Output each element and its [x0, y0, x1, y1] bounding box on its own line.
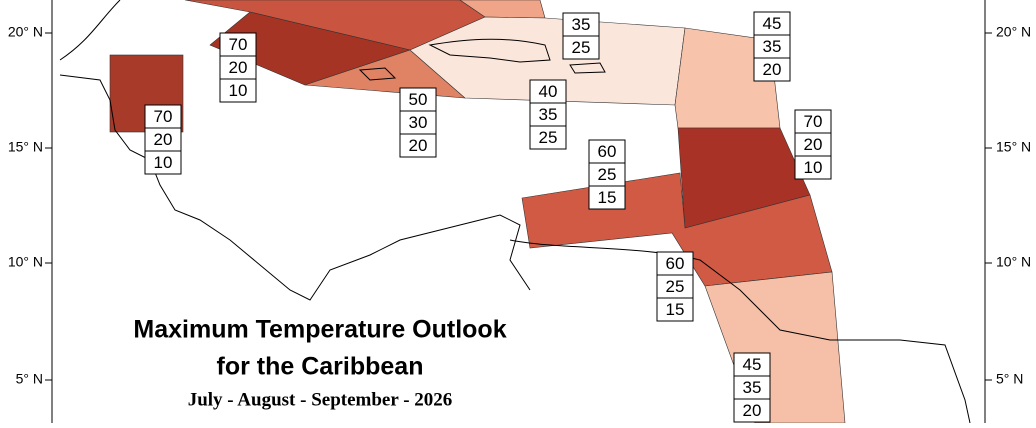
- prob-value: 25: [539, 128, 558, 147]
- prob-cell: [753, 57, 791, 82]
- prob-cell: [656, 297, 694, 322]
- prob-value: 35: [539, 105, 558, 124]
- prob-value: 35: [763, 37, 782, 56]
- prob-cell: [144, 150, 182, 175]
- prob-value: 40: [539, 82, 558, 101]
- coast: [358, 67, 397, 81]
- prob-value: 60: [598, 142, 617, 161]
- prob-value: 25: [666, 277, 685, 296]
- prob-cell: [588, 185, 626, 210]
- prob-value: 10: [804, 158, 823, 177]
- subtitle: for the Caribbean: [217, 353, 424, 381]
- lat-label: 15° N: [996, 139, 1031, 155]
- prob-value: 20: [409, 136, 428, 155]
- prob-value: 50: [409, 90, 428, 109]
- prob-value: 15: [598, 188, 617, 207]
- title: Maximum Temperature Outlook: [133, 316, 506, 344]
- prob-value: 70: [229, 35, 248, 54]
- labels: 20° N 15° N 10° N 5° N 20° N 15° N 10° N 5° N 35…: [8, 11, 1031, 423]
- prob-cell: [794, 155, 832, 180]
- prob-value: 35: [572, 15, 591, 34]
- prob-value: 20: [804, 135, 823, 154]
- coast: [59, 0, 531, 301]
- prob-value: 20: [763, 60, 782, 79]
- lat-label: 20° N: [996, 24, 1031, 40]
- prob-value: 20: [154, 130, 173, 149]
- prob-value: 70: [804, 112, 823, 131]
- period: July - August - September - 2026: [188, 389, 453, 410]
- prob-cell: [399, 133, 437, 158]
- lat-label: 5° N: [996, 371, 1023, 387]
- lat-label: 10° N: [996, 254, 1031, 270]
- prob-cell: [219, 78, 257, 103]
- prob-value: 15: [666, 300, 685, 319]
- lat-label: 5° N: [16, 371, 43, 387]
- prob-value: 45: [743, 355, 762, 374]
- prob-value: 45: [763, 14, 782, 33]
- lat-label: 20° N: [8, 24, 43, 40]
- prob-value: 20: [743, 401, 762, 420]
- coast: [509, 239, 971, 424]
- lat-label: 10° N: [8, 254, 43, 270]
- prob-value: 70: [154, 107, 173, 126]
- prob-value: 10: [154, 153, 173, 172]
- prob-cell: [529, 125, 567, 150]
- coastlines: [59, 0, 971, 424]
- coast: [428, 38, 551, 63]
- prob-cell: [733, 398, 771, 423]
- prob-value: 35: [743, 378, 762, 397]
- prob-cell: [562, 35, 600, 60]
- prob-value: 25: [598, 165, 617, 184]
- coast: [569, 62, 606, 74]
- lat-label: 15° N: [8, 139, 43, 155]
- prob-value: 30: [409, 113, 428, 132]
- prob-value: 20: [229, 58, 248, 77]
- prob-value: 25: [572, 38, 591, 57]
- prob-value: 10: [229, 81, 248, 100]
- prob-value: 60: [666, 254, 685, 273]
